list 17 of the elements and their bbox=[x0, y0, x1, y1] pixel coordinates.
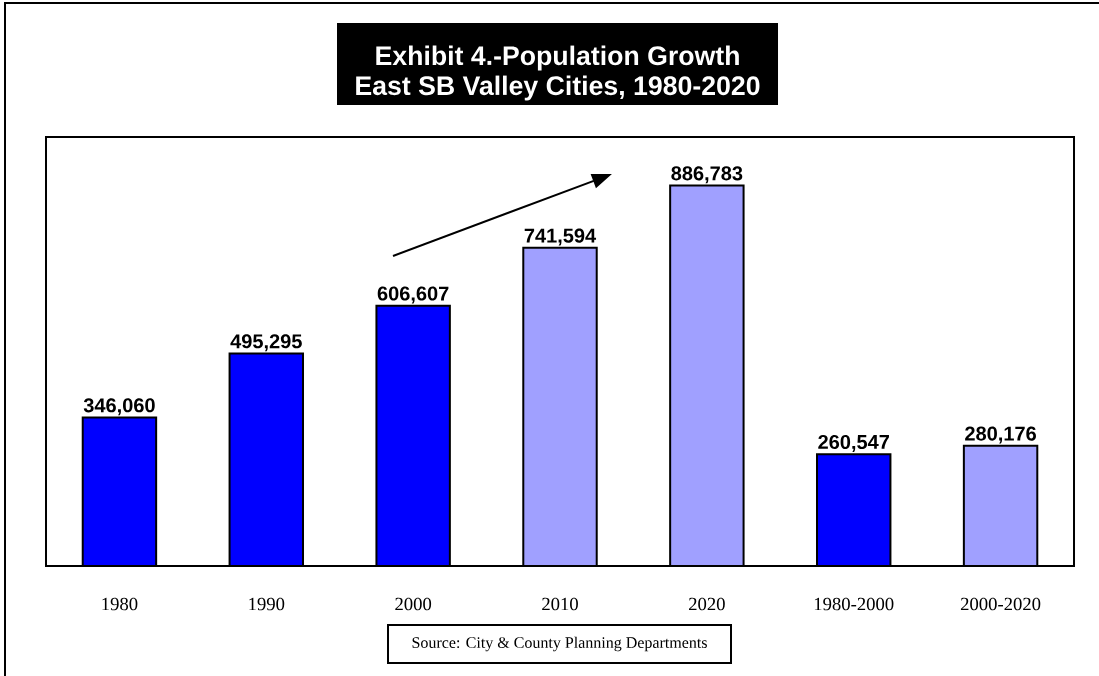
x-tick-label: 1990 bbox=[249, 597, 285, 611]
x-tick-label: 2000 bbox=[395, 597, 432, 611]
data-label: 260,547 bbox=[818, 434, 889, 452]
data-label: 741,594 bbox=[524, 228, 597, 246]
data-label: 886,783 bbox=[671, 166, 743, 184]
data-label: 606,607 bbox=[377, 286, 449, 304]
chart-subtitle: East SB Valley Cities, 1980-2020 bbox=[356, 75, 760, 101]
x-tick-label: 2000-2020 bbox=[960, 597, 1041, 611]
source-note: Source: City & County Planning Departments bbox=[412, 636, 707, 652]
data-label: 495,295 bbox=[230, 334, 302, 352]
x-tick-label: 2020 bbox=[689, 597, 725, 611]
x-tick-label: 1980-2000 bbox=[814, 597, 894, 611]
chart-title: Exhibit 4.-Population Growth bbox=[376, 45, 739, 71]
data-label: 346,060 bbox=[83, 398, 155, 416]
data-label: 280,176 bbox=[965, 426, 1036, 444]
x-tick-label: 2010 bbox=[542, 597, 578, 611]
x-tick-label: 1980 bbox=[102, 597, 138, 611]
